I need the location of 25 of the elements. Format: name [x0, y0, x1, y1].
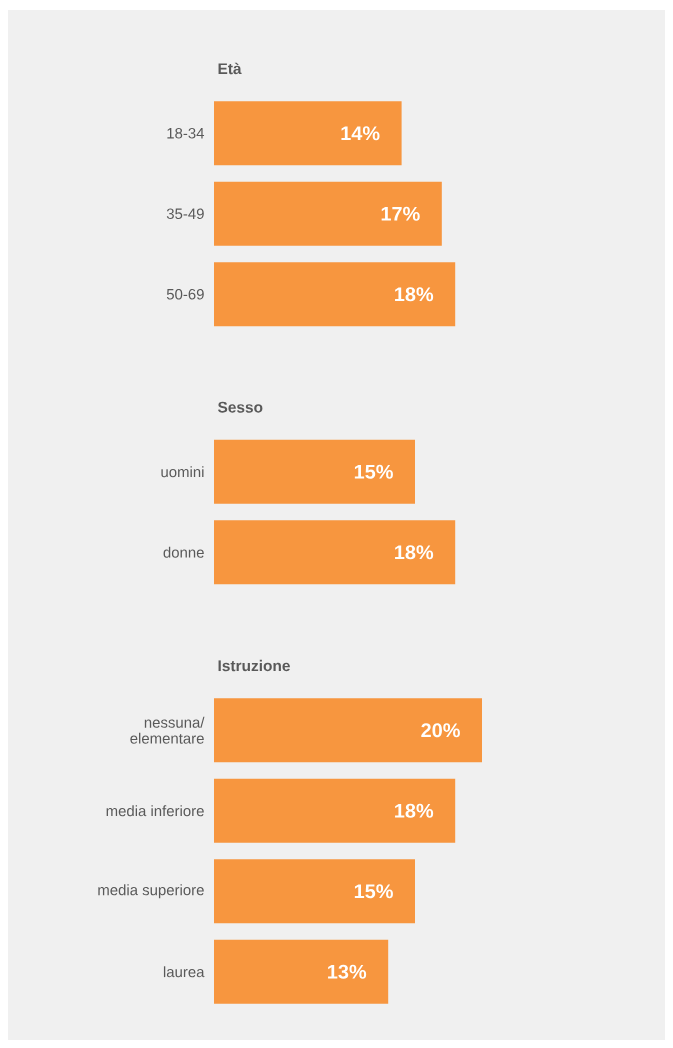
- data-label: 13%: [328, 964, 367, 979]
- bar: [214, 939, 389, 1004]
- bar: [214, 698, 482, 763]
- data-label: 20%: [421, 723, 460, 738]
- data-label: 14%: [341, 126, 380, 141]
- y-tick-label: media inferiore: [106, 805, 204, 817]
- data-label: 17%: [381, 206, 420, 221]
- y-tick-label: 50-69: [166, 288, 204, 300]
- y-tick-label: laurea: [163, 966, 205, 978]
- y-tick-label: donne: [163, 546, 204, 558]
- chart-title: Istruzione: [218, 659, 290, 672]
- chart-title: Sesso: [217, 401, 263, 413]
- y-tick-label: uomini: [161, 466, 204, 478]
- bar: [214, 859, 415, 924]
- bar: [214, 778, 456, 843]
- y-tick-label: nessuna/ elementare: [130, 716, 205, 744]
- y-tick-label: 18-34: [167, 127, 205, 139]
- data-label: 15%: [354, 884, 393, 899]
- chart-title: Età: [218, 62, 242, 75]
- data-label: 18%: [395, 545, 434, 560]
- data-label: 18%: [395, 803, 434, 818]
- data-label: 18%: [395, 287, 434, 302]
- data-label: 15%: [354, 464, 393, 479]
- y-tick-label: 35-49: [166, 208, 204, 220]
- y-tick-label: media superiore: [98, 884, 204, 899]
